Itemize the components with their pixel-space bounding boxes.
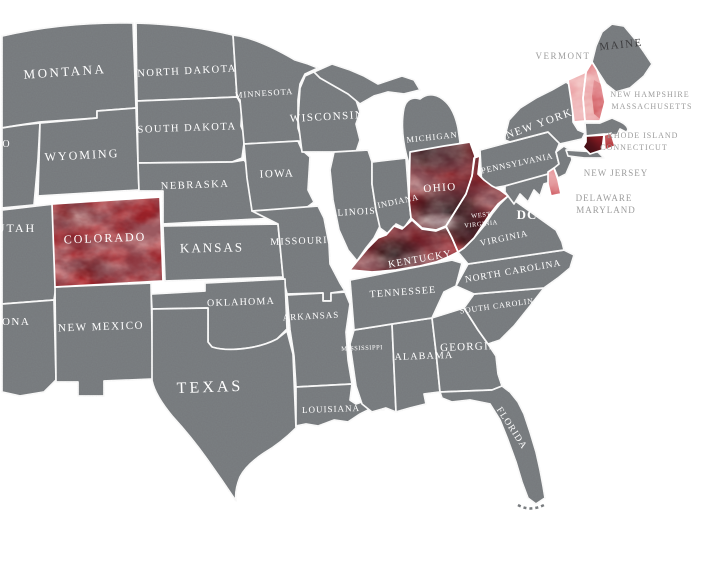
state-north-carolina[interactable] (455, 249, 575, 295)
state-tennessee[interactable] (349, 259, 463, 331)
state-label-north-dakota: NORTH DAKOTA (137, 63, 237, 79)
state-label-missouri: MISSOURI (270, 235, 328, 248)
state-florida-keys[interactable] (517, 503, 545, 510)
state-arkansas[interactable] (286, 291, 353, 388)
state-label-west-virginia-line2: VIRGINIA (464, 219, 498, 229)
state-label-arkansas: ARKANSAS (283, 310, 340, 323)
state-label-illinois: ILLINOIS (326, 207, 376, 220)
state-arizona-partial[interactable] (1, 299, 57, 397)
state-label-arizona-partial: ZONA (0, 316, 30, 328)
state-new-york[interactable] (504, 81, 586, 145)
state-label-kansas: KANSAS (180, 239, 244, 255)
state-label-south-dakota: SOUTH DAKOTA (137, 121, 236, 135)
state-label-minnesota: MINNESOTA (235, 86, 294, 100)
state-label-georgia: GEORGIA (440, 340, 498, 354)
state-label-montana: MONTANA (23, 61, 107, 82)
state-label-mississippi: MISSISSIPPI (341, 344, 383, 352)
state-north-dakota[interactable] (135, 22, 238, 102)
state-label-colorado: COLORADO (63, 230, 146, 247)
state-idaho-partial[interactable] (1, 122, 41, 209)
callout-label-new-jersey: NEW JERSEY (584, 168, 649, 178)
state-label-iowa: IOWA (259, 167, 294, 180)
state-label-idaho-partial: O (2, 139, 9, 150)
highlight-colorado[interactable] (45, 195, 165, 289)
callout-label-maryland: MARYLAND (576, 205, 636, 215)
state-michigan-upper-peninsula[interactable] (313, 63, 421, 105)
state-label-louisiana: LOUISIANA (302, 403, 360, 415)
callout-label-vermont: VERMONT (536, 51, 591, 61)
outside-labels: VERMONT NEW HAMPSHIRE MASSACHUSETTS RHOD… (536, 51, 692, 215)
state-florida[interactable] (439, 385, 546, 505)
state-indiana[interactable] (371, 157, 412, 235)
state-mississippi[interactable] (349, 323, 397, 413)
state-iowa[interactable] (243, 140, 315, 212)
state-label-dc: DC (517, 207, 538, 222)
state-label-wyoming: WYOMING (44, 146, 119, 164)
state-label-tennessee: TENNESSEE (369, 285, 437, 301)
callout-label-new-hampshire: NEW HAMPSHIRE (610, 90, 689, 99)
state-label-maine: MAINE (599, 37, 644, 53)
callout-label-rhode-island: RHODE ISLAND (608, 131, 679, 140)
state-label-ohio: OHIO (423, 181, 457, 195)
state-south-carolina[interactable] (463, 287, 545, 345)
state-texas[interactable] (151, 307, 297, 502)
state-virginia[interactable] (457, 195, 565, 265)
state-label-utah-partial: UTAH (0, 221, 36, 235)
state-utah-partial[interactable] (1, 203, 57, 305)
state-maine[interactable] (591, 23, 653, 93)
state-label-west-virginia-line1: WEST (471, 211, 491, 220)
state-wyoming[interactable] (37, 107, 140, 197)
state-new-mexico[interactable] (54, 282, 154, 397)
state-label-oklahoma: OKLAHOMA (207, 296, 275, 309)
state-label-wisconsin: WISCONSIN (289, 109, 364, 125)
callout-label-connecticut: CONNECTICUT (600, 143, 667, 152)
state-alabama[interactable] (391, 317, 441, 413)
highlight-rhode-island[interactable] (602, 131, 617, 152)
callout-label-delaware: DELAWARE (576, 193, 633, 203)
highlight-connecticut[interactable] (582, 133, 606, 156)
state-label-alabama: ALABAMA (394, 350, 453, 363)
state-massachusetts[interactable] (584, 117, 629, 137)
state-label-new-mexico: NEW MEXICO (58, 320, 144, 335)
state-label-nebraska: NEBRASKA (161, 179, 230, 192)
callout-label-massachusetts: MASSACHUSETTS (611, 102, 692, 111)
state-label-texas: TEXAS (176, 378, 243, 397)
